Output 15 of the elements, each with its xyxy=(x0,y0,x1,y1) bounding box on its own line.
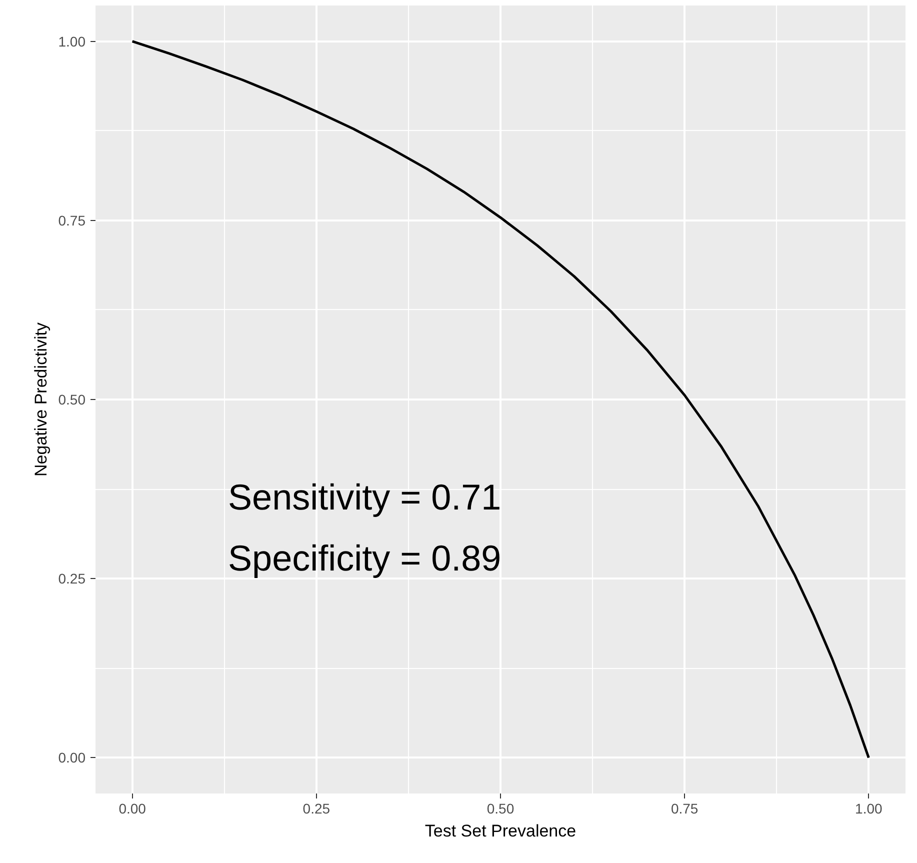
y-tick-label: 1.00 xyxy=(58,33,86,50)
x-tick-label: 0.50 xyxy=(486,800,514,816)
y-tick-label: 0.25 xyxy=(58,570,86,587)
x-axis-title: Test Set Prevalence xyxy=(424,822,576,840)
line-series xyxy=(131,40,870,759)
annotation: Specificity = 0.89 xyxy=(228,538,502,579)
y-tick-label: 0.50 xyxy=(58,392,86,408)
x-tick-label: 0.00 xyxy=(118,800,146,816)
y-tick-label: 0.00 xyxy=(58,750,86,766)
y-tick-label: 0.75 xyxy=(58,212,86,228)
x-tick-label: 1.00 xyxy=(855,800,883,816)
x-tick-label: 0.75 xyxy=(670,800,698,816)
y-axis-title: Negative Predictivity xyxy=(31,322,50,476)
x-tick-label: 0.25 xyxy=(302,800,330,816)
annotation: Sensitivity = 0.71 xyxy=(228,476,502,518)
